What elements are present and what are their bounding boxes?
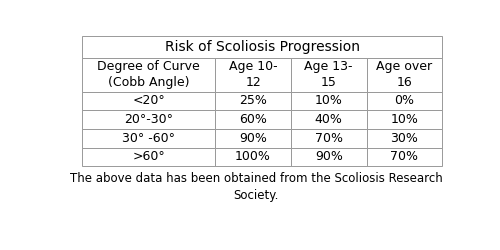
Text: Age over
16: Age over 16 [376, 60, 432, 89]
Text: <20°: <20° [132, 94, 165, 108]
Bar [366, 58, 442, 92]
Bar [215, 92, 291, 110]
Text: 60%: 60% [239, 113, 267, 126]
Text: 70%: 70% [314, 132, 342, 145]
Text: The above data has been obtained from the Scoliosis Research
Society.: The above data has been obtained from th… [70, 172, 442, 202]
Bar [366, 129, 442, 148]
Bar [291, 110, 366, 129]
Bar [82, 36, 442, 58]
Text: 30%: 30% [390, 132, 418, 145]
Text: Age 10-
12: Age 10- 12 [228, 60, 278, 89]
Text: 10%: 10% [390, 113, 418, 126]
Text: 10%: 10% [315, 94, 342, 108]
Text: 100%: 100% [235, 150, 271, 164]
Bar [291, 92, 366, 110]
Text: 20°-30°: 20°-30° [124, 113, 173, 126]
Text: Degree of Curve
(Cobb Angle): Degree of Curve (Cobb Angle) [97, 60, 200, 89]
Bar [291, 148, 366, 166]
Bar [215, 129, 291, 148]
Text: 90%: 90% [315, 150, 342, 164]
Bar [291, 58, 366, 92]
Text: 30° -60°: 30° -60° [122, 132, 175, 145]
Text: 90%: 90% [239, 132, 267, 145]
Text: 0%: 0% [394, 94, 414, 108]
Bar [82, 110, 215, 129]
Bar [82, 92, 215, 110]
Bar [215, 110, 291, 129]
Text: 40%: 40% [315, 113, 342, 126]
Text: >60°: >60° [132, 150, 165, 164]
Bar [215, 148, 291, 166]
Bar [82, 148, 215, 166]
Bar [366, 148, 442, 166]
Text: Age 13-
15: Age 13- 15 [304, 60, 353, 89]
Bar [366, 92, 442, 110]
Bar [215, 58, 291, 92]
Text: 25%: 25% [239, 94, 267, 108]
Bar [291, 129, 366, 148]
Bar [82, 129, 215, 148]
Text: 70%: 70% [390, 150, 418, 164]
Bar [366, 110, 442, 129]
Text: Risk of Scoliosis Progression: Risk of Scoliosis Progression [164, 40, 360, 54]
Bar [82, 58, 215, 92]
